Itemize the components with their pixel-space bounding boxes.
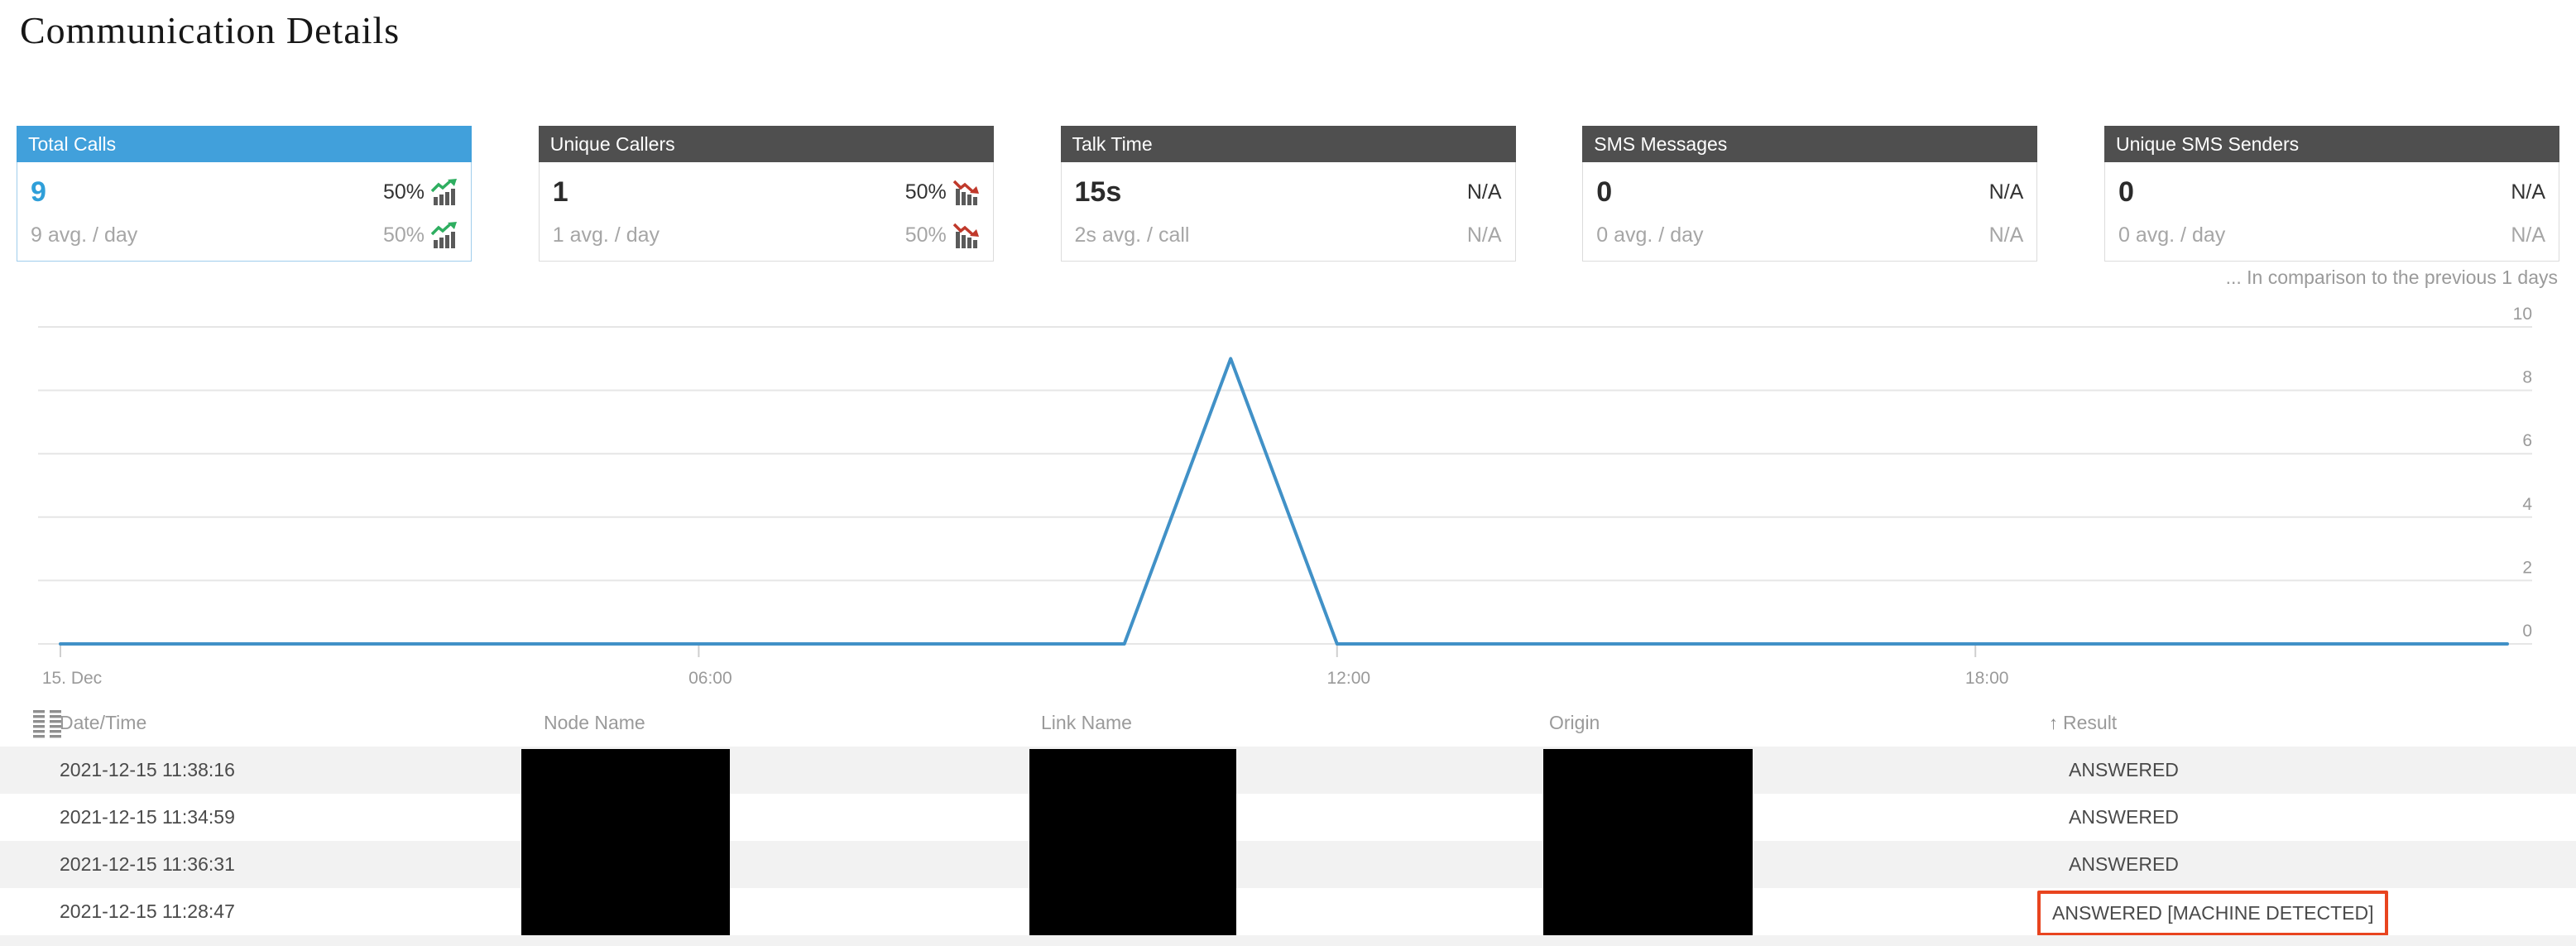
stat-card-average-change: N/A (1467, 223, 1502, 247)
cell-result-highlighted: ANSWERED [MACHINE DETECTED] (2037, 891, 2389, 936)
stat-card-average-change: N/A (1989, 223, 2024, 247)
chart-svg: 0 2 4 6 8 10 15. Dec 06:00 12:00 18:00 (38, 306, 2532, 687)
redaction-box-link-name (1029, 749, 1236, 935)
stat-card-average-change: 50% (905, 222, 980, 248)
stat-card-header: Unique Callers (538, 126, 994, 162)
x-axis-label: 15. Dec (42, 669, 102, 687)
stat-card-average: 0 avg. / day (2118, 223, 2226, 247)
stat-card-average-change-text: N/A (1988, 223, 2024, 247)
column-header-label: Link Name (1041, 712, 1132, 733)
stat-card-value: 15s (1074, 175, 1122, 208)
stat-card-change-text: N/A (1466, 180, 1502, 204)
sort-ascending-icon: ↑ (2049, 713, 2058, 733)
table-row[interactable]: 2021-12-15 11:38:16 ANSWERED (0, 747, 2576, 794)
stat-card-value: 0 (1596, 175, 1613, 208)
column-header-link-name[interactable]: Link Name (1041, 712, 1132, 734)
stat-card-change-text: N/A (1988, 180, 2024, 204)
stat-card-average: 9 avg. / day (31, 223, 138, 247)
stat-card-change: 50% (383, 179, 458, 205)
stat-card-header: Total Calls (17, 126, 472, 162)
cell-result: ANSWERED (2069, 806, 2179, 828)
columns-icon[interactable] (33, 710, 68, 738)
stat-cards-row: Total Calls 9 50% 9 avg. / day 50% Unique Cal… (17, 126, 2559, 263)
stat-card-change-text: N/A (2511, 180, 2545, 204)
column-header-date-time[interactable]: Date/Time (60, 712, 146, 734)
table-header-row: Date/Time Node Name Link Name Origin ↑ Result (0, 705, 2576, 747)
stat-card-change: N/A (1467, 180, 1502, 204)
trend-up-icon (431, 179, 457, 205)
cell-result: ANSWERED (2069, 759, 2179, 780)
stat-card-total-calls[interactable]: Total Calls 9 50% 9 avg. / day 50% (17, 126, 472, 262)
stat-card-change: N/A (1989, 180, 2024, 204)
column-header-label: Result (2063, 712, 2118, 733)
stat-card-change-text: 50% (382, 180, 425, 204)
y-axis-label: 6 (2522, 431, 2532, 450)
column-header-node-name[interactable]: Node Name (544, 712, 645, 734)
stat-card-average-change-text: N/A (1466, 223, 1502, 247)
table-row-partial[interactable] (0, 935, 2576, 946)
page-title: Communication Details (20, 9, 401, 51)
y-axis-label: 10 (2513, 306, 2532, 324)
stat-card-body: 0 N/A 0 avg. / day N/A (2104, 162, 2559, 262)
stat-card-average-change: 50% (383, 222, 458, 248)
calls-timeline-chart: 0 2 4 6 8 10 15. Dec 06:00 12:00 18:00 (0, 306, 2576, 687)
stat-card-body: 15s N/A 2s avg. / call N/A (1060, 162, 1516, 262)
stat-card-average-change-text: 50% (904, 223, 947, 247)
stat-card-talk-time[interactable]: Talk Time 15s N/A 2s avg. / call N/A (1060, 126, 1516, 262)
stat-card-unique-callers[interactable]: Unique Callers 1 50% 1 avg. / day 50% (538, 126, 994, 262)
y-axis-label: 8 (2522, 368, 2532, 387)
column-header-label: Date/Time (60, 712, 147, 733)
column-header-origin[interactable]: Origin (1549, 712, 1600, 734)
trend-down-icon (952, 180, 979, 205)
comparison-note: ... In comparison to the previous 1 days (2225, 267, 2558, 288)
cell-datetime: 2021-12-15 11:38:16 (60, 759, 235, 780)
stat-card-change: 50% (905, 179, 980, 205)
stat-card-body: 9 50% 9 avg. / day 50% (17, 162, 472, 262)
calls-series-line (59, 357, 2509, 646)
x-axis-label: 12:00 (1327, 669, 1371, 687)
stat-card-value: 1 (552, 175, 568, 208)
cell-datetime: 2021-12-15 11:36:31 (60, 853, 235, 875)
column-header-label: Origin (1549, 712, 1600, 733)
column-header-label: Node Name (544, 712, 645, 733)
table-row[interactable]: 2021-12-15 11:28:47 ANSWERED [MACHINE DET… (0, 888, 2576, 936)
stat-card-sms-messages[interactable]: SMS Messages 0 N/A 0 avg. / day N/A (1582, 126, 2038, 262)
stat-card-body: 1 50% 1 avg. / day 50% (538, 162, 994, 262)
cell-result: ANSWERED (2069, 853, 2179, 875)
stat-card-average: 2s avg. / call (1074, 223, 1190, 247)
redaction-box-node-name (521, 749, 730, 935)
stat-card-header: SMS Messages (1582, 126, 2038, 162)
stat-card-body: 0 N/A 0 avg. / day N/A (1582, 162, 2038, 262)
cell-datetime: 2021-12-15 11:28:47 (60, 900, 235, 922)
stat-card-change-text: 50% (904, 180, 947, 204)
stat-card-average-change-text: N/A (2511, 223, 2545, 247)
table-row[interactable]: 2021-12-15 11:34:59 ANSWERED (0, 794, 2576, 841)
table-body: 2021-12-15 11:38:16 ANSWERED 2021-12-15 11… (0, 747, 2576, 936)
y-axis-label: 0 (2522, 622, 2532, 641)
stat-card-average-change-text: 50% (382, 223, 425, 247)
redaction-box-origin (1543, 749, 1753, 935)
stat-card-average-change: N/A (2511, 223, 2545, 247)
stat-card-value: 0 (2118, 175, 2134, 208)
stat-card-header: Unique SMS Senders (2104, 126, 2559, 162)
x-axis-label: 18:00 (1965, 669, 2009, 687)
cell-datetime: 2021-12-15 11:34:59 (60, 806, 235, 828)
stat-card-value: 9 (31, 175, 46, 208)
trend-up-icon (431, 222, 457, 248)
y-axis-label: 4 (2522, 495, 2532, 514)
table-row[interactable]: 2021-12-15 11:36:31 ANSWERED (0, 841, 2576, 888)
stat-card-change: N/A (2511, 180, 2545, 204)
stat-card-average: 0 avg. / day (1596, 223, 1704, 247)
y-axis-label: 2 (2522, 558, 2532, 577)
stat-card-unique-sms-senders[interactable]: Unique SMS Senders 0 N/A 0 avg. / day N/A (2104, 126, 2559, 262)
column-header-result[interactable]: ↑ Result (2049, 712, 2117, 734)
stat-card-header: Talk Time (1060, 126, 1516, 162)
stat-card-average: 1 avg. / day (552, 223, 660, 247)
trend-down-icon (952, 223, 979, 248)
x-axis-label: 06:00 (688, 669, 732, 687)
